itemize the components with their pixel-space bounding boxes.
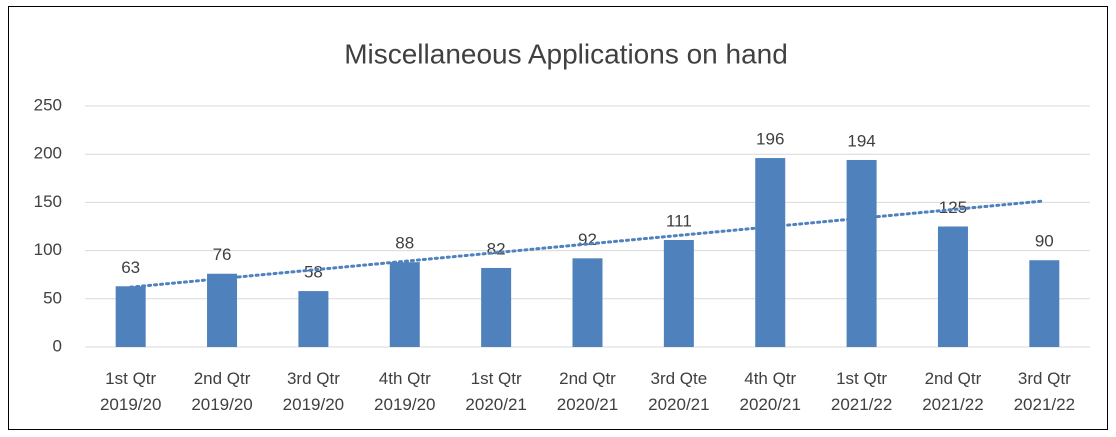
x-tick-label: 3rd Qtr 2021/22 (1014, 369, 1075, 414)
data-label: 196 (756, 130, 784, 149)
x-tick-line: 2021/22 (922, 395, 983, 414)
x-tick-line: 1st Qtr (471, 369, 522, 388)
bar (937, 226, 968, 347)
x-tick-label: 4th Qtr 2019/20 (374, 369, 435, 414)
chart-border (8, 6, 1108, 430)
data-label: 76 (213, 245, 232, 264)
bar (846, 159, 877, 347)
x-tick-line: 2020/21 (648, 395, 709, 414)
bar (755, 158, 786, 347)
x-tick-line: 2020/21 (557, 395, 618, 414)
trendline (129, 199, 1046, 289)
y-tick-label: 50 (43, 288, 62, 307)
x-tick-label: 2nd Qtr 2021/22 (922, 369, 983, 414)
y-tick-label: 150 (34, 192, 62, 211)
x-tick-line: 2020/21 (740, 395, 801, 414)
bar (572, 258, 603, 347)
data-label: 88 (395, 234, 414, 253)
data-label: 82 (487, 239, 506, 258)
bar (1029, 260, 1060, 347)
x-tick-label: 2nd Qtr 2019/20 (191, 369, 252, 414)
x-tick-label: 3rd Qtr 2019/20 (283, 369, 344, 414)
data-label: 90 (1035, 232, 1054, 251)
data-label: 111 (666, 211, 692, 230)
x-tick-line: 2nd Qtr (194, 369, 251, 388)
x-tick-line: 2019/20 (283, 395, 344, 414)
x-tick-line: 1st Qtr (105, 369, 156, 388)
x-tick-line: 2019/20 (374, 395, 435, 414)
x-tick-label: 2nd Qtr 2020/21 (557, 369, 618, 414)
bar (298, 291, 329, 347)
x-tick-label: 1st Qtr 2021/22 (831, 369, 892, 414)
x-tick-line: 2nd Qtr (925, 369, 982, 388)
x-tick-label: 1st Qtr 2019/20 (100, 369, 161, 414)
x-tick-line: 4th Qtr (744, 369, 796, 388)
x-tick-line: 2021/22 (831, 395, 892, 414)
x-tick-line: 2019/20 (191, 395, 252, 414)
x-tick-line: 1st Qtr (836, 369, 887, 388)
data-label: 58 (304, 263, 323, 282)
bar (481, 267, 512, 347)
y-tick-label: 250 (34, 95, 62, 114)
data-label: 125 (939, 198, 967, 217)
y-tick-label: 200 (34, 144, 62, 163)
x-tick-line: 2020/21 (465, 395, 526, 414)
x-tick-line: 3rd Qte (651, 369, 708, 388)
y-tick-label: 0 (53, 336, 62, 355)
bar (207, 273, 238, 347)
x-tick-label: 4th Qtr 2020/21 (740, 369, 801, 414)
x-tick-line: 4th Qtr (379, 369, 431, 388)
bar (115, 286, 146, 347)
x-tick-line: 2019/20 (100, 395, 161, 414)
x-tick-label: 3rd Qte 2020/21 (648, 369, 709, 414)
bar (663, 239, 694, 347)
chart-title: Miscellaneous Applications on hand (344, 38, 788, 69)
data-label: 63 (121, 258, 140, 277)
x-tick-line: 2nd Qtr (559, 369, 616, 388)
data-label: 194 (847, 131, 875, 150)
x-tick-line: 2021/22 (1014, 395, 1075, 414)
x-tick-line: 3rd Qtr (287, 369, 340, 388)
x-tick-label: 1st Qtr 2020/21 (465, 369, 526, 414)
bar (389, 262, 420, 347)
x-tick-line: 3rd Qtr (1018, 369, 1071, 388)
y-tick-label: 100 (34, 240, 62, 259)
